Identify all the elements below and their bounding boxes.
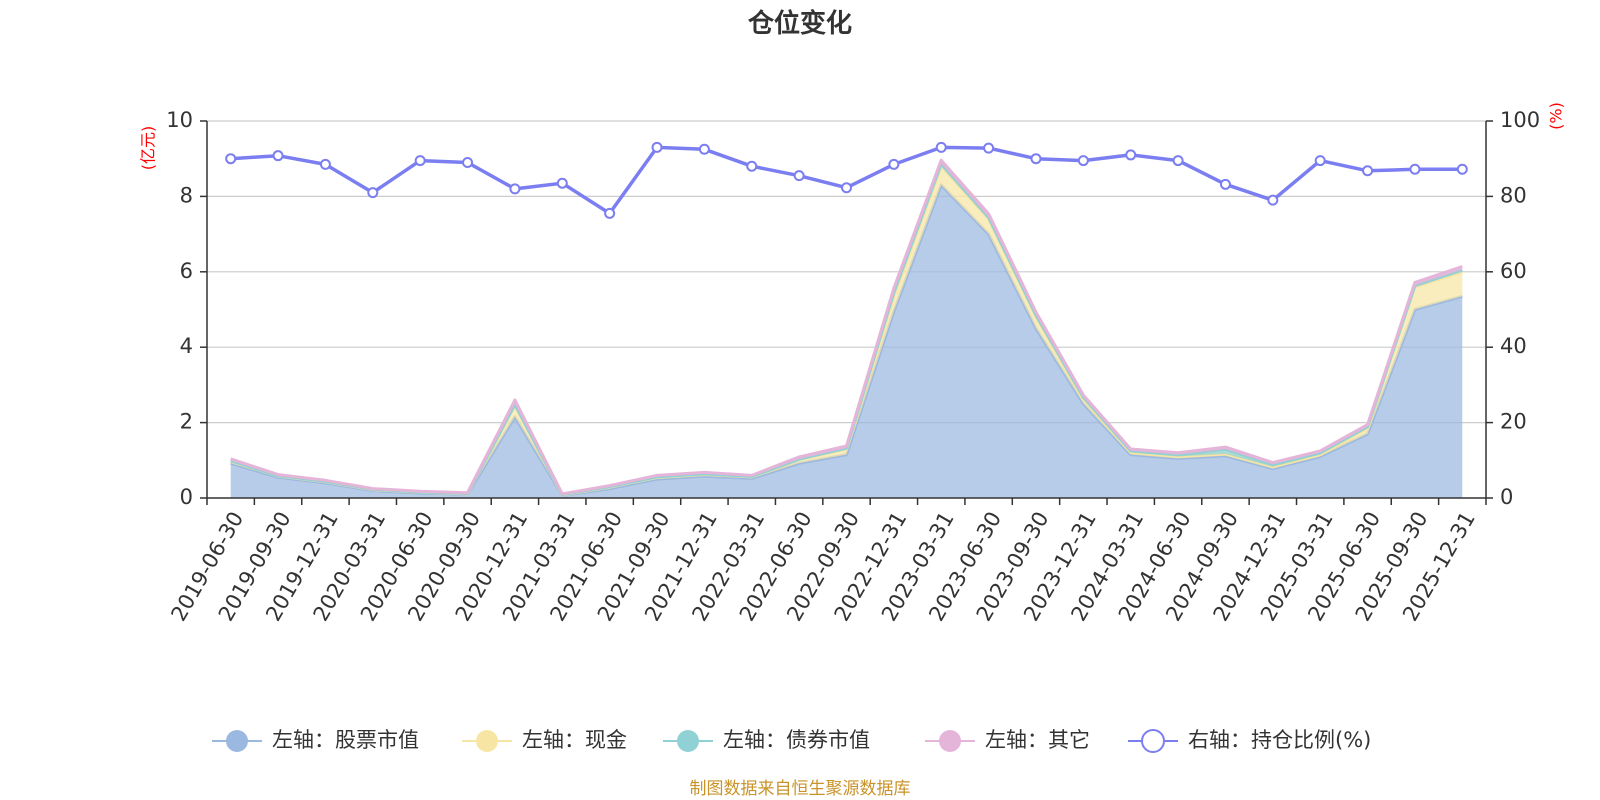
ratio-point[interactable] <box>367 187 379 199</box>
left-axis-tick-label: 6 <box>180 259 193 283</box>
legend-marker <box>677 730 699 752</box>
left-axis-unit: (亿元) <box>139 126 158 171</box>
area-左轴：股票市值 <box>230 185 1463 498</box>
legend-item[interactable]: 左轴：债券市值 <box>663 728 870 752</box>
legend-label: 左轴：其它 <box>985 728 1090 752</box>
legend-label: 左轴：现金 <box>522 728 627 752</box>
ratio-point[interactable] <box>414 155 426 167</box>
ratio-line <box>230 145 1463 216</box>
ratio-point[interactable] <box>225 153 237 165</box>
ratio-point[interactable] <box>1125 149 1137 161</box>
ratio-point[interactable] <box>509 183 521 195</box>
ratio-point[interactable] <box>1172 155 1184 167</box>
ratio-point[interactable] <box>1362 165 1374 177</box>
chart-title: 仓位变化 <box>747 8 852 39</box>
ratio-point[interactable] <box>698 143 710 155</box>
ratio-point[interactable] <box>604 207 616 219</box>
ratio-point[interactable] <box>746 160 758 172</box>
legend-item[interactable]: 右轴：持仓比例(%) <box>1128 728 1371 753</box>
legend-marker <box>476 730 498 752</box>
legend-marker <box>1141 729 1165 753</box>
right-axis-tick-label: 60 <box>1500 259 1527 283</box>
ratio-line-series <box>225 141 1468 219</box>
legend-item[interactable]: 左轴：股票市值 <box>212 728 419 752</box>
ratio-point[interactable] <box>651 141 663 153</box>
right-axis-unit: (%) <box>1547 102 1566 130</box>
ratio-point[interactable] <box>1456 163 1468 175</box>
ratio-point[interactable] <box>272 150 284 162</box>
right-axis-tick-label: 20 <box>1500 410 1527 434</box>
ratio-point[interactable] <box>556 177 568 189</box>
ratio-point[interactable] <box>841 182 852 194</box>
legend-label: 左轴：债券市值 <box>723 728 870 752</box>
ratio-point[interactable] <box>1314 155 1326 167</box>
ratio-point[interactable] <box>983 142 995 154</box>
left-axis-tick-label: 8 <box>180 183 193 207</box>
ratio-point[interactable] <box>935 141 947 153</box>
legend-item[interactable]: 左轴：现金 <box>462 728 627 752</box>
legend-marker <box>939 730 961 752</box>
ratio-point[interactable] <box>462 156 474 168</box>
right-axis-tick-label: 0 <box>1500 485 1513 509</box>
ratio-point[interactable] <box>1409 163 1421 175</box>
ratio-point[interactable] <box>1030 153 1042 165</box>
area-series <box>230 158 1463 498</box>
legend-marker <box>226 730 248 752</box>
left-axis-tick-label: 0 <box>180 485 193 509</box>
right-axis-tick-label: 40 <box>1500 334 1527 358</box>
left-axis-tick-label: 10 <box>166 108 193 132</box>
right-axis-tick-label: 100 <box>1500 108 1540 132</box>
source-note: 制图数据来自恒生聚源数据库 <box>690 779 911 799</box>
area-top-line <box>230 158 1463 496</box>
grid-lines <box>207 120 1486 424</box>
right-axis-tick-label: 80 <box>1500 183 1527 207</box>
ratio-point[interactable] <box>1077 155 1089 167</box>
left-axis-tick-label: 2 <box>180 410 193 434</box>
ratio-point[interactable] <box>888 158 900 170</box>
legend-label: 右轴：持仓比例(%) <box>1188 728 1371 752</box>
left-axis-tick-label: 4 <box>180 334 193 358</box>
legend[interactable]: 左轴：股票市值 左轴：现金 左轴：债券市值 左轴：其它 右轴：持仓比例(%) <box>212 728 1371 753</box>
legend-item[interactable]: 左轴：其它 <box>925 728 1090 752</box>
ratio-point[interactable] <box>319 158 331 170</box>
ratio-point[interactable] <box>1219 178 1231 190</box>
ratio-point[interactable] <box>793 170 805 182</box>
legend-label: 左轴：股票市值 <box>272 728 419 752</box>
ratio-point[interactable] <box>1267 194 1279 206</box>
